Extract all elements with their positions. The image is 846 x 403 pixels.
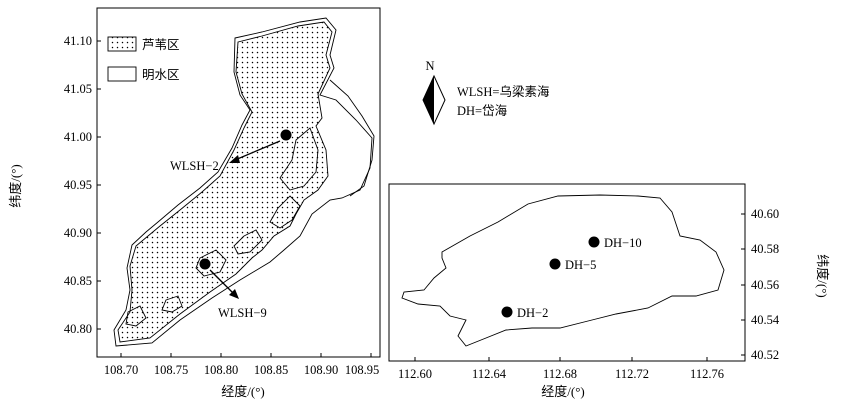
station-wlsh-2-arrow <box>234 140 281 161</box>
left-y-axis: 41.10 41.05 41.00 40.95 40.90 40.85 40.8… <box>8 34 101 336</box>
station-wlsh-9-arrowhead <box>229 289 239 299</box>
right-y-tick: 40.52 <box>751 348 779 362</box>
right-y-tick: 40.58 <box>751 242 779 256</box>
left-y-tick: 40.95 <box>64 178 92 192</box>
station-wlsh-2-marker <box>280 129 292 141</box>
left-y-tick: 40.90 <box>64 226 92 240</box>
station-dh-10-marker <box>588 236 600 248</box>
water-pocket <box>269 195 301 229</box>
left-y-tick: 41.10 <box>64 34 92 48</box>
compass: N <box>422 59 446 126</box>
water-pocket <box>195 249 227 277</box>
station-dh-5-marker <box>549 258 561 270</box>
water-pocket <box>161 295 183 313</box>
station-dh-10-label: DH−10 <box>604 236 642 250</box>
left-x-tick: 108.90 <box>304 363 338 377</box>
water-pocket <box>233 229 263 255</box>
station-dh-2-marker <box>501 306 513 318</box>
left-x-axis: 108.70 108.75 108.80 108.85 108.90 108.9… <box>104 353 379 399</box>
water-pocket <box>125 305 147 327</box>
right-y-tick: 40.56 <box>751 278 779 292</box>
reed-legend-label: 芦苇区 <box>142 38 180 52</box>
left-x-tick: 108.85 <box>254 363 288 377</box>
left-lake-outline <box>113 17 373 347</box>
north-label: N <box>425 59 434 73</box>
right-y-axis: 40.60 40.58 40.56 40.54 40.52 纬度/(°) <box>741 207 830 362</box>
left-y-tick: 41.00 <box>64 130 92 144</box>
key-dh: DH=岱海 <box>457 103 508 118</box>
right-y-axis-label: 纬度/(°) <box>815 254 830 297</box>
right-map-frame <box>388 183 746 362</box>
right-y-tick: 40.54 <box>751 313 780 327</box>
right-x-tick: 112.68 <box>543 367 577 381</box>
station-wlsh-9-arrow <box>209 269 235 295</box>
right-y-tick: 40.60 <box>751 207 779 221</box>
water-legend-label: 明水区 <box>142 68 180 82</box>
station-dh-5-label: DH−5 <box>565 258 596 272</box>
left-map-frame <box>96 7 381 358</box>
station-wlsh-2-label: WLSH−2 <box>170 159 219 173</box>
right-map: DH−10 DH−5 DH−2 112.60 112.64 112.68 112… <box>388 183 830 399</box>
right-x-tick: 112.60 <box>398 367 432 381</box>
left-x-tick: 108.80 <box>204 363 238 377</box>
station-wlsh-9-label: WLSH−9 <box>218 306 267 320</box>
right-x-axis: 112.60 112.64 112.68 112.72 112.76 经度/(°… <box>398 357 724 399</box>
water-legend-swatch <box>107 66 137 82</box>
left-x-tick: 108.70 <box>104 363 138 377</box>
left-y-tick: 40.85 <box>64 274 92 288</box>
right-x-axis-label: 经度/(°) <box>541 384 584 399</box>
north-arrow-fill <box>423 76 434 124</box>
key-wlsh: WLSH=乌梁素海 <box>457 84 550 99</box>
reed-legend-swatch <box>107 36 137 52</box>
right-lake-outline <box>401 194 725 347</box>
right-x-tick: 112.76 <box>690 367 724 381</box>
left-x-tick: 108.95 <box>345 363 379 377</box>
left-y-tick: 41.05 <box>64 82 92 96</box>
station-wlsh-9-marker <box>199 258 211 270</box>
station-wlsh-2-arrowhead <box>229 155 240 163</box>
left-x-tick: 108.75 <box>154 363 188 377</box>
legend: 芦苇区 明水区 <box>107 36 180 82</box>
station-dh-2-label: DH−2 <box>517 306 548 320</box>
left-y-tick: 40.80 <box>64 322 92 336</box>
right-x-tick: 112.64 <box>472 367 507 381</box>
water-pocket <box>279 127 319 191</box>
left-map: 芦苇区 明水区 WLSH−2 WLSH−9 108.70 108.75 108.… <box>8 7 381 399</box>
marsh-line <box>329 79 375 197</box>
right-x-tick: 112.72 <box>615 367 649 381</box>
left-x-axis-label: 经度/(°) <box>221 384 264 399</box>
left-y-axis-label: 纬度/(°) <box>8 164 23 207</box>
